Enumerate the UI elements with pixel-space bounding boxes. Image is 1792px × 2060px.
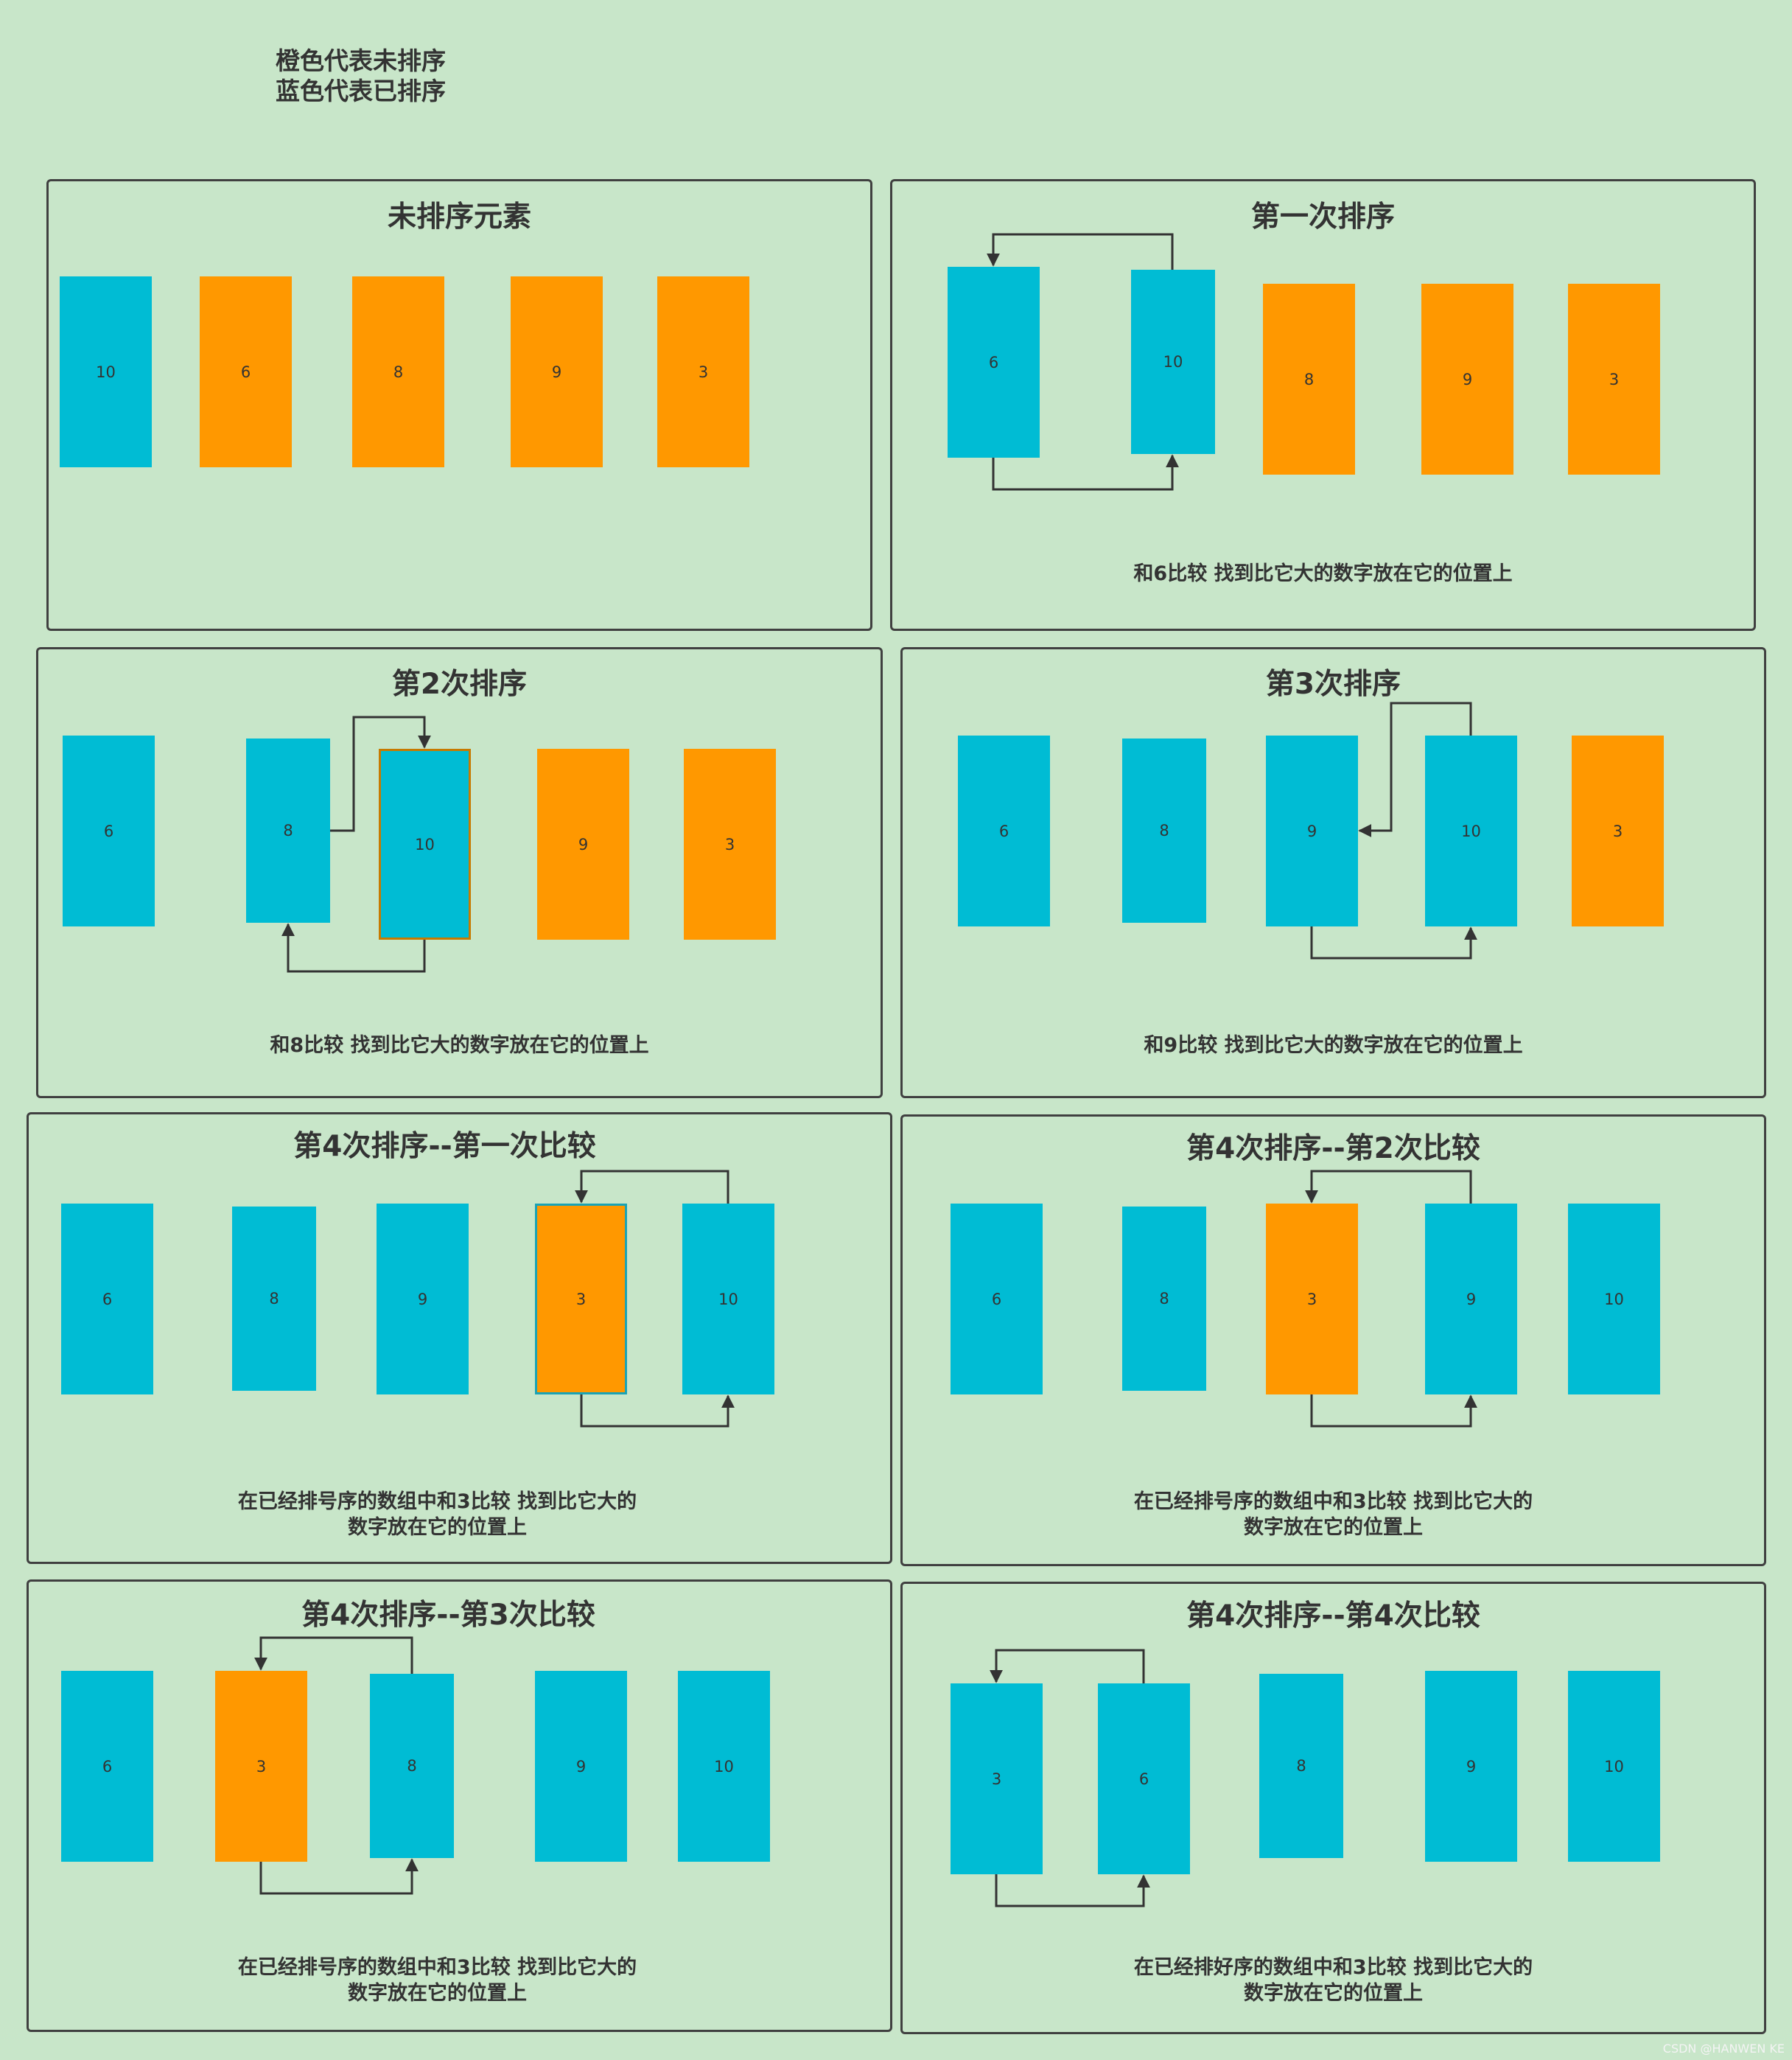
- panel-title: 未排序元素: [387, 200, 531, 234]
- box: 8: [352, 276, 444, 467]
- box: 9: [377, 1204, 469, 1394]
- box: 6: [1098, 1683, 1190, 1874]
- box: 3: [535, 1204, 627, 1394]
- box: 6: [200, 276, 292, 467]
- box: 3: [951, 1683, 1043, 1874]
- panel-caption-line2: 数字放在它的位置上: [348, 1516, 527, 1539]
- panel-title: 第4次排序--第2次比较: [1186, 1132, 1480, 1165]
- box: 8: [1122, 739, 1206, 923]
- panel-caption-line2: 数字放在它的位置上: [1244, 1982, 1423, 2005]
- box: 3: [657, 276, 749, 467]
- box: 9: [1425, 1671, 1517, 1862]
- panel-unsorted: 未排序元素: [46, 179, 872, 631]
- box: 3: [1568, 284, 1660, 475]
- panel-caption-line1: 在已经排好序的数组中和3比较 找到比它大的: [1133, 1956, 1533, 1979]
- panel-caption: 和8比较 找到比它大的数字放在它的位置上: [270, 1034, 649, 1057]
- box: 10: [60, 276, 152, 467]
- box: 6: [951, 1204, 1043, 1394]
- panel-caption-line1: 在已经排号序的数组中和3比较 找到比它大的: [237, 1956, 637, 1979]
- box: 6: [61, 1204, 153, 1394]
- box: 3: [215, 1671, 307, 1862]
- box: 3: [1572, 736, 1664, 926]
- panel-first-sort: 第一次排序 和6比较 找到比它大的数字放在它的位置上: [890, 179, 1756, 631]
- legend: 橙色代表未排序 蓝色代表已排序: [276, 46, 446, 106]
- panel-title: 第2次排序: [391, 668, 528, 701]
- box: 6: [61, 1671, 153, 1862]
- legend-unsorted: 橙色代表未排序: [276, 46, 446, 75]
- panel-caption: 和9比较 找到比它大的数字放在它的位置上: [1144, 1034, 1523, 1057]
- panel-title: 第4次排序--第一次比较: [293, 1130, 596, 1163]
- box: 10: [678, 1671, 770, 1862]
- watermark: CSDN @HANWEN KE: [1662, 2042, 1785, 2056]
- panel-caption-line2: 数字放在它的位置上: [348, 1982, 527, 2005]
- panel-third-sort: 第3次排序 和9比较 找到比它大的数字放在它的位置上: [900, 647, 1766, 1098]
- box: 8: [246, 739, 330, 923]
- panel-fourth-sort-compare-4: 第4次排序--第4次比较 在已经排好序的数组中和3比较 找到比它大的 数字放在它…: [900, 1582, 1766, 2034]
- panel-second-sort: 第2次排序 和8比较 找到比它大的数字放在它的位置上: [36, 647, 883, 1098]
- box: 10: [1568, 1204, 1660, 1394]
- box: 9: [1266, 736, 1358, 926]
- box: 10: [682, 1204, 774, 1394]
- box: 8: [370, 1674, 454, 1858]
- box: 10: [1131, 270, 1215, 454]
- box: 3: [684, 749, 776, 940]
- box: 9: [535, 1671, 627, 1862]
- legend-sorted: 蓝色代表已排序: [276, 77, 446, 105]
- panel-fourth-sort-compare-1: 第4次排序--第一次比较 在已经排号序的数组中和3比较 找到比它大的 数字放在它…: [27, 1112, 892, 1564]
- box: 8: [232, 1207, 316, 1391]
- box: 10: [1425, 736, 1517, 926]
- box: 6: [958, 736, 1050, 926]
- panel-caption-line2: 数字放在它的位置上: [1244, 1516, 1423, 1539]
- box: 9: [1421, 284, 1513, 475]
- box: 8: [1263, 284, 1355, 475]
- box: 6: [948, 267, 1040, 458]
- panel-caption-line1: 在已经排号序的数组中和3比较 找到比它大的: [237, 1490, 637, 1513]
- box: 8: [1122, 1207, 1206, 1391]
- box: 10: [1568, 1671, 1660, 1862]
- box: 9: [537, 749, 629, 940]
- box: 10: [379, 749, 471, 940]
- panel-fourth-sort-compare-3: 第4次排序--第3次比较 在已经排号序的数组中和3比较 找到比它大的 数字放在它…: [27, 1579, 892, 2032]
- panel-title: 第3次排序: [1265, 668, 1401, 701]
- box: 3: [1266, 1204, 1358, 1394]
- box: 8: [1259, 1674, 1343, 1858]
- box: 9: [1425, 1204, 1517, 1394]
- panel-title: 第4次排序--第4次比较: [1186, 1599, 1480, 1633]
- panel-title: 第4次排序--第3次比较: [301, 1599, 595, 1632]
- panel-fourth-sort-compare-2: 第4次排序--第2次比较 在已经排号序的数组中和3比较 找到比它大的 数字放在它…: [900, 1114, 1766, 1566]
- box: 6: [63, 736, 155, 926]
- panel-caption-line1: 在已经排号序的数组中和3比较 找到比它大的: [1133, 1490, 1533, 1513]
- panel-title: 第一次排序: [1250, 200, 1395, 234]
- panel-caption: 和6比较 找到比它大的数字放在它的位置上: [1133, 562, 1513, 585]
- box: 9: [511, 276, 603, 467]
